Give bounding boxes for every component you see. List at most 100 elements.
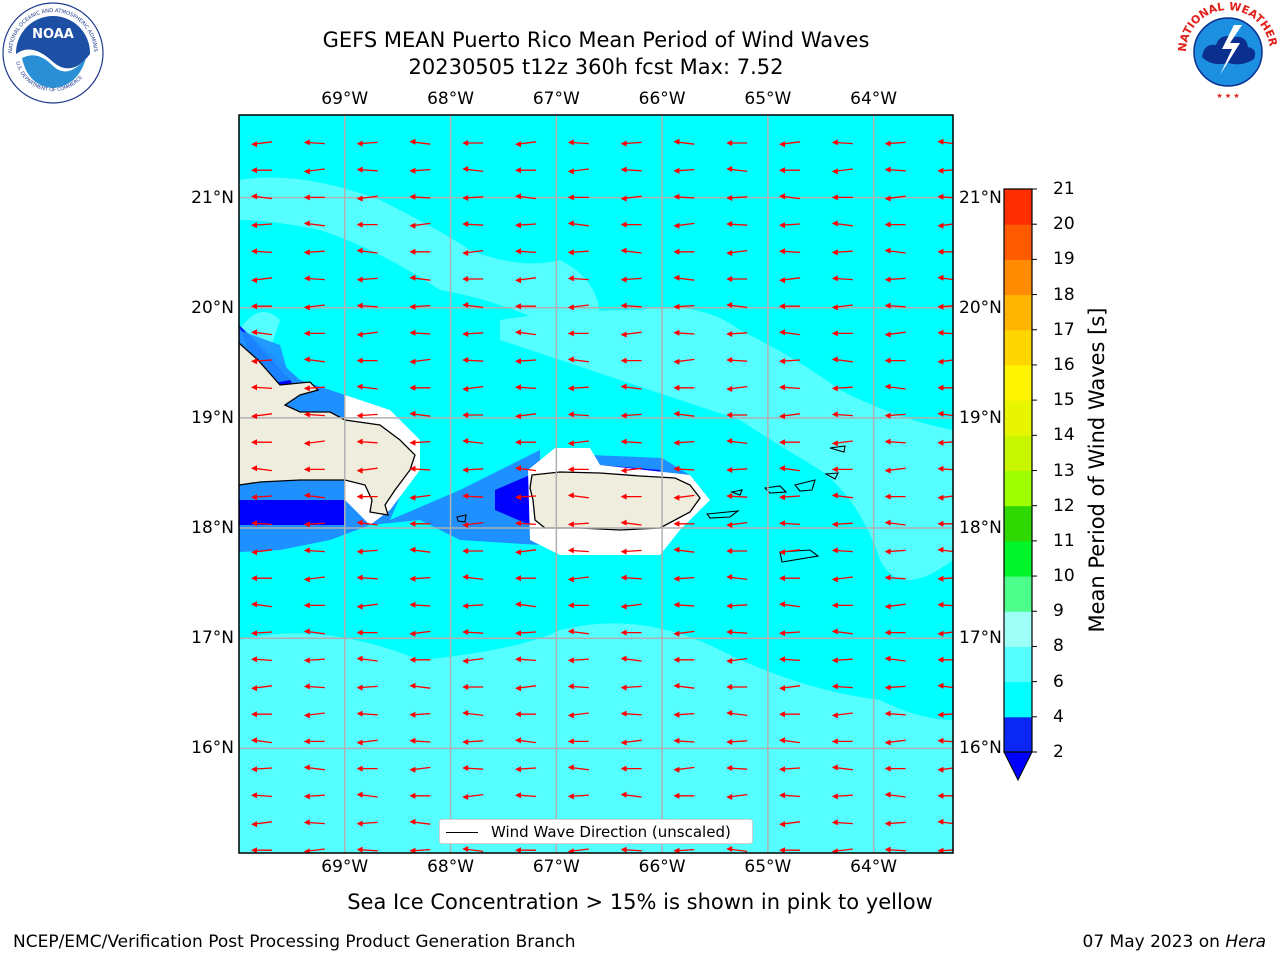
wave-direction-arrow (620, 357, 642, 364)
wave-direction-arrow (779, 630, 801, 637)
wave-direction-arrow (620, 603, 642, 610)
wave-direction-arrow (937, 167, 953, 174)
wave-direction-arrow (303, 683, 325, 690)
wave-direction-arrow (831, 139, 853, 146)
lat-tick-right: 16°N (959, 738, 1002, 759)
wave-direction-arrow (515, 656, 537, 663)
wave-direction-arrow (831, 466, 853, 473)
wave-direction-arrow (409, 222, 431, 229)
lat-tick-right: 18°N (959, 518, 1002, 539)
lat-tick-left: 21°N (191, 187, 234, 208)
wave-direction-arrow (462, 467, 484, 473)
wave-direction-arrow (726, 574, 748, 581)
lat-tick-left: 20°N (191, 297, 234, 318)
wave-direction-arrow (620, 412, 642, 419)
wave-direction-arrow (251, 494, 273, 501)
wave-direction-arrow (673, 303, 695, 310)
wave-direction-arrow (779, 141, 801, 148)
wave-direction-arrow (515, 193, 537, 200)
wave-direction-arrow (515, 685, 537, 692)
wave-direction-arrow (567, 657, 589, 664)
wave-direction-arrow (356, 357, 378, 364)
wave-direction-arrow (673, 465, 695, 472)
wave-direction-arrow (884, 140, 906, 147)
wave-direction-arrow (884, 357, 906, 364)
wave-direction-arrow (356, 846, 378, 853)
wave-direction-arrow (779, 384, 801, 391)
wave-direction-arrow (356, 493, 378, 500)
wave-direction-arrow (726, 385, 748, 392)
lat-tick-left: 19°N (191, 407, 234, 428)
wave-direction-arrow (462, 249, 484, 256)
wave-direction-arrow (515, 413, 537, 420)
wave-direction-arrow (303, 385, 325, 392)
wave-direction-arrow (673, 274, 695, 281)
wave-direction-arrow (409, 494, 431, 501)
wave-direction-arrow (831, 576, 853, 583)
wave-direction-arrow (409, 601, 431, 608)
wave-direction-arrow (251, 685, 273, 692)
wave-direction-arrow (884, 247, 906, 254)
wave-direction-arrow (673, 329, 695, 336)
wave-direction-arrow (409, 274, 431, 281)
wave-direction-arrow (462, 629, 484, 635)
wave-direction-arrow (726, 739, 748, 745)
wave-direction-arrow (567, 466, 589, 473)
wave-direction-arrow (884, 493, 906, 500)
wave-direction-arrow (462, 412, 484, 418)
wave-direction-arrow (937, 682, 953, 689)
wave-direction-arrow (462, 276, 484, 282)
wave-direction-arrow (831, 492, 853, 499)
wave-direction-arrow (779, 575, 800, 582)
wave-direction-arrow (620, 331, 642, 338)
wave-direction-arrow (251, 358, 273, 365)
wave-direction-arrow (356, 467, 378, 474)
lon-tick-bottom: 64°W (850, 857, 898, 877)
wave-direction-arrow (726, 629, 748, 635)
wave-direction-arrow (567, 848, 589, 853)
credit-line: NCEP/EMC/Verification Post Processing Pr… (13, 932, 576, 952)
wave-direction-arrow (620, 710, 642, 717)
puerto-rico-landmass (529, 471, 701, 531)
wave-direction-arrow (303, 602, 325, 609)
wave-direction-arrow (673, 358, 695, 365)
wave-direction-arrow (620, 221, 642, 228)
wave-direction-arrow (409, 575, 431, 582)
lat-tick-right: 19°N (959, 407, 1002, 428)
wave-direction-arrow (303, 848, 325, 853)
wave-direction-arrow (356, 276, 378, 283)
wave-direction-arrow (462, 221, 484, 227)
wave-direction-arrow (356, 331, 378, 338)
wave-direction-arrow (515, 792, 537, 799)
wave-direction-arrow (462, 140, 484, 146)
lon-tick-top: 68°W (427, 89, 475, 109)
colorbar (1003, 188, 1037, 782)
wave-direction-arrow (779, 358, 801, 365)
wave-direction-arrow (567, 304, 589, 311)
wave-direction-arrow (673, 546, 695, 553)
wave-direction-arrow (937, 358, 953, 365)
lat-tick-right: 20°N (959, 297, 1002, 318)
wave-direction-arrow (515, 494, 537, 501)
wave-direction-arrow (673, 138, 695, 145)
wave-direction-arrow (356, 603, 378, 610)
wave-direction-arrow (884, 221, 906, 228)
colorbar-segment (1004, 259, 1032, 296)
wave-direction-arrow (462, 493, 484, 499)
colorbar-tick-label: 10 (1053, 566, 1075, 587)
wave-direction-arrow (567, 576, 589, 583)
wave-direction-arrow (831, 440, 853, 447)
wave-direction-arrow (515, 465, 537, 472)
wave-direction-arrow (673, 656, 695, 663)
lon-tick-top: 67°W (532, 89, 580, 109)
wave-direction-arrow (409, 248, 431, 255)
wave-direction-arrow (884, 684, 906, 691)
wave-direction-arrow (726, 357, 748, 363)
wave-direction-arrow (726, 548, 748, 554)
colorbar-segment (1004, 470, 1032, 507)
wave-direction-arrow (303, 411, 325, 418)
lon-tick-top: 64°W (850, 89, 898, 109)
wave-direction-arrow (251, 575, 272, 582)
colorbar-segment (1004, 681, 1032, 718)
